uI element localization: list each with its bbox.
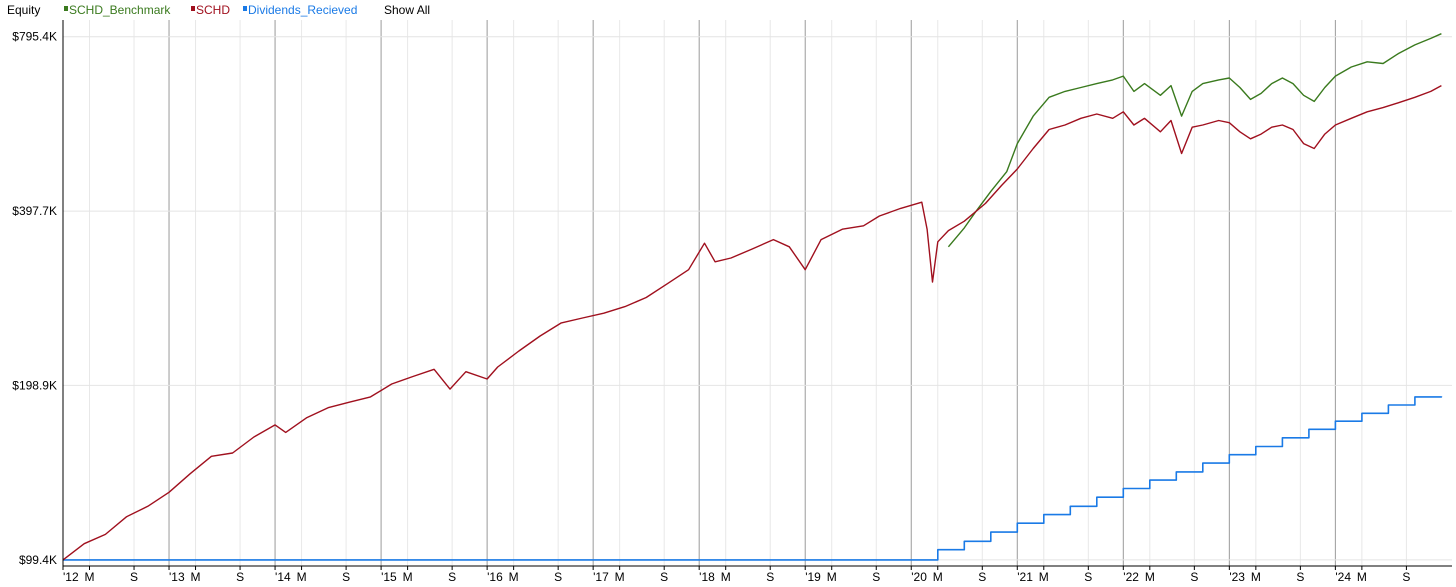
x-tick-label: M	[297, 570, 307, 584]
x-tick-label: S	[1402, 570, 1410, 584]
x-tick-label: S	[554, 570, 562, 584]
x-tick-label: S	[342, 570, 350, 584]
x-tick-label: S	[1190, 570, 1198, 584]
x-tick-label: M	[1145, 570, 1155, 584]
x-tick-label: '23	[1229, 570, 1245, 584]
x-tick-label: '22	[1123, 570, 1139, 584]
x-tick-label: M	[721, 570, 731, 584]
legend-label-dividends: Dividends_Recieved	[248, 3, 358, 17]
x-tick-label: S	[448, 570, 456, 584]
x-tick-label: S	[872, 570, 880, 584]
x-tick-label: M	[85, 570, 95, 584]
x-tick-label: M	[1357, 570, 1367, 584]
x-tick-label: S	[660, 570, 668, 584]
x-tick-label: M	[933, 570, 943, 584]
x-tick-label: S	[978, 570, 986, 584]
x-tick-label: S	[1084, 570, 1092, 584]
legend-swatch-schd-benchmark	[64, 6, 68, 11]
x-tick-label: S	[766, 570, 774, 584]
legend-entry-schd[interactable]: SCHD	[191, 3, 230, 17]
y-tick-label: $99.4K	[19, 553, 57, 567]
y-tick-label: $198.9K	[12, 378, 57, 392]
legend-label-schd: SCHD	[196, 3, 231, 17]
y-tick-label: $397.7K	[12, 204, 57, 218]
grid-minor	[89, 20, 1407, 566]
series-line-schd-benchmark	[947, 33, 1442, 248]
legend-entry-dividends[interactable]: Dividends_Recieved	[243, 3, 357, 17]
x-tick-label: '24	[1335, 570, 1351, 584]
grid-horizontal	[63, 36, 1452, 561]
series-line-dividends-recieved	[63, 396, 1443, 561]
legend-label-schd-benchmark: SCHD_Benchmark	[69, 3, 171, 17]
x-tick-label: '17	[593, 570, 609, 584]
x-tick-label: '18	[699, 570, 715, 584]
x-tick-label: '19	[805, 570, 821, 584]
x-tick-label: M	[1039, 570, 1049, 584]
y-axis-labels: $795.4K $397.7K $198.9K $99.4K	[12, 30, 57, 567]
x-tick-label: S	[236, 570, 244, 584]
x-tick-label: '12	[63, 570, 79, 584]
series-line-schd	[62, 84, 1442, 561]
x-tick-label: M	[403, 570, 413, 584]
x-tick-label: '15	[381, 570, 397, 584]
x-tick-label: M	[827, 570, 837, 584]
legend-swatch-schd	[191, 6, 195, 11]
x-tick-label: '21	[1017, 570, 1033, 584]
x-tick-label: '16	[487, 570, 503, 584]
x-tick-label: '20	[911, 570, 927, 584]
show-all-button[interactable]: Show All	[384, 3, 431, 17]
legend-entry-schd-benchmark[interactable]: SCHD_Benchmark	[64, 3, 170, 17]
x-tick-label: S	[1296, 570, 1304, 584]
y-tick-label: $795.4K	[12, 30, 57, 44]
x-tick-label: S	[130, 570, 138, 584]
series-layer	[62, 33, 1443, 561]
legend: Equity SCHD_Benchmark SCHD Dividends_Rec…	[0, 0, 1456, 20]
x-tick-label: M	[509, 570, 519, 584]
grid-major	[62, 20, 1336, 566]
x-tick-label: M	[1251, 570, 1261, 584]
x-tick-label: M	[191, 570, 201, 584]
x-tick-label: '14	[275, 570, 291, 584]
x-tick-label: M	[615, 570, 625, 584]
legend-title: Equity	[7, 3, 41, 17]
x-tick-label: '13	[169, 570, 185, 584]
x-axis-labels: '12 M S '13 M S '14 M S '15 M S '16 M S '17 M S '18 M S '19 M S…	[62, 566, 1410, 584]
legend-swatch-dividends	[243, 6, 247, 11]
